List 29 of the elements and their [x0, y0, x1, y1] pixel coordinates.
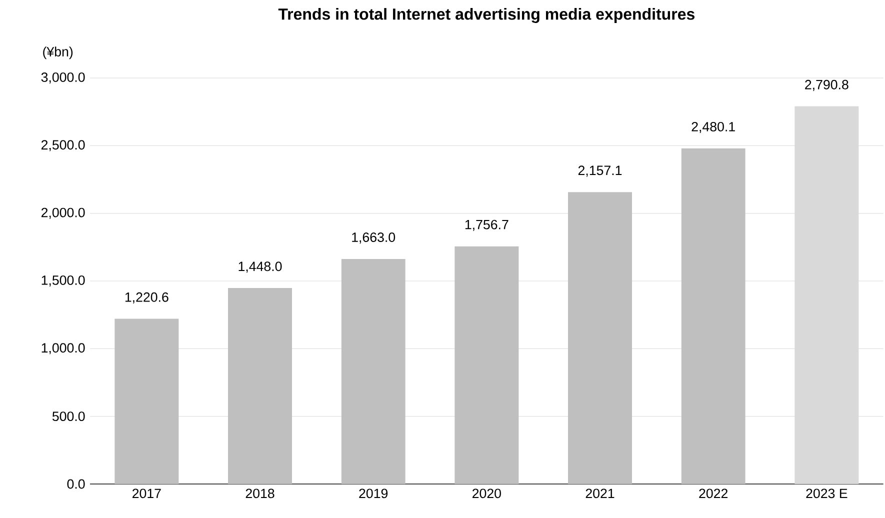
x-tick-label: 2017 [132, 488, 161, 498]
bar [681, 148, 746, 484]
data-label: 1,663.0 [352, 232, 396, 244]
x-tick-label: 2019 [359, 488, 388, 498]
data-label: 2,480.1 [692, 122, 735, 133]
data-label: 1,756.7 [465, 220, 508, 231]
y-tick-label: 1,500.0 [42, 275, 85, 287]
data-label: 1,448.0 [238, 262, 282, 273]
bar [228, 288, 292, 484]
x-tick-label: 2023 E [806, 488, 848, 498]
y-tick-label: 500.0 [52, 412, 85, 422]
y-tick-label: 1,000.0 [42, 343, 85, 354]
x-tick-label: 2018 [246, 488, 274, 498]
y-tick-label: 2,000.0 [41, 208, 85, 219]
y-tick-label: 2,500.0 [41, 140, 85, 152]
data-label: 2,790.8 [805, 80, 848, 91]
bar [114, 318, 179, 484]
bar [454, 246, 519, 484]
x-tick-label: 2020 [472, 488, 501, 498]
y-tick-label: 0.0 [67, 479, 85, 489]
bar [341, 258, 406, 484]
data-label: 1,220.6 [125, 292, 168, 304]
x-tick-label: 2022 [699, 488, 728, 498]
y-tick-label: 3,000.0 [41, 72, 85, 84]
data-label: 2,157.1 [578, 166, 622, 177]
bar [568, 192, 632, 484]
y-axis-title: (¥bn) [43, 46, 73, 60]
chart-title: Trends in total Internet advertising media expenditures [278, 8, 694, 24]
x-tick-label: 2021 [586, 488, 614, 498]
